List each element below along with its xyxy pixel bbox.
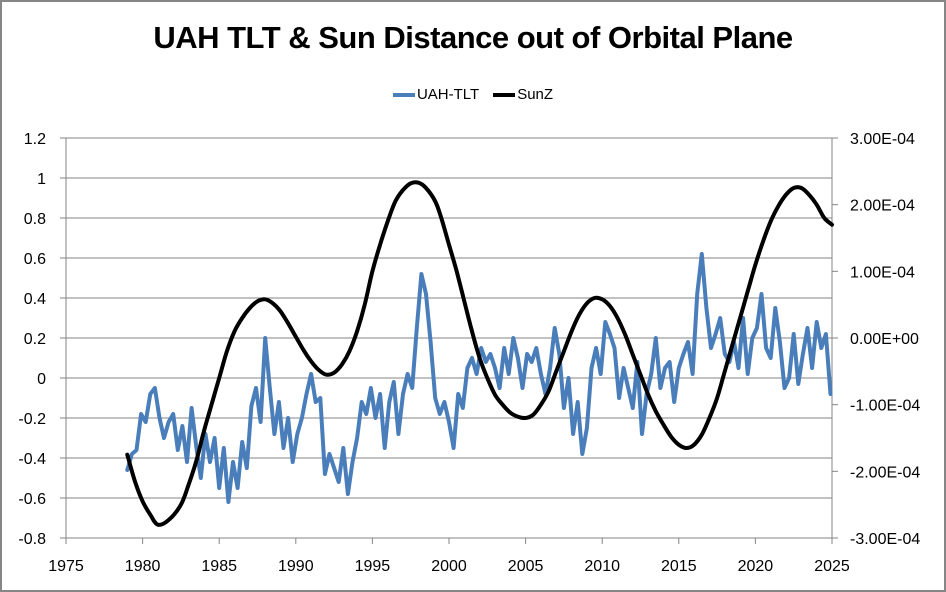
legend-label-sunz: SunZ [517,86,554,103]
x-tick-label: 1980 [125,558,161,575]
legend-swatch-sunz [493,92,516,97]
y-tick-label: 0.8 [24,211,46,228]
y2-tick-label: 2.00E-04 [850,198,915,215]
x-tick-label: 2020 [738,558,774,575]
y2-tick-label: -2.00E-04 [850,464,920,481]
y-tick-label: -0.8 [18,531,46,548]
y2-tick-label: 3.00E-04 [850,131,915,148]
x-tick-label: 2010 [584,558,620,575]
legend: UAH-TLT SunZ [0,86,946,103]
x-tick-label: 2025 [814,558,850,575]
y-tick-label: 0.2 [24,331,46,348]
x-tick-label: 1995 [355,558,391,575]
x-tick-label: 2000 [431,558,467,575]
x-tick-label: 2015 [661,558,697,575]
x-tick-label: 2005 [508,558,544,575]
y-tick-label: 1 [37,171,46,188]
y2-tick-label: 1.00E-04 [850,264,915,281]
x-tick-label: 1975 [48,558,84,575]
y-tick-label: 0 [37,371,46,388]
legend-label-uah-tlt: UAH-TLT [416,86,480,103]
y-tick-label: 1.2 [24,131,46,148]
x-tick-label: 1990 [278,558,314,575]
y2-tick-label: 0.00E+00 [850,331,919,348]
y-tick-label: 0.4 [24,291,46,308]
y2-tick-label: -1.00E-04 [850,398,920,415]
y-tick-label: -0.4 [18,451,46,468]
x-tick-label: 1985 [201,558,237,575]
y-tick-label: -0.6 [18,491,46,508]
y-tick-label: 0.6 [24,251,46,268]
chart-title: UAH TLT & Sun Distance out of Orbital Pl… [153,20,793,55]
legend-item-sunz: SunZ [493,86,553,103]
legend-swatch-uah-tlt [392,92,415,97]
series-line-sunz [125,180,834,527]
y-tick-label: -0.2 [18,411,46,428]
legend-item-uah-tlt: UAH-TLT [392,86,480,103]
y2-tick-label: -3.00E-04 [850,531,920,548]
